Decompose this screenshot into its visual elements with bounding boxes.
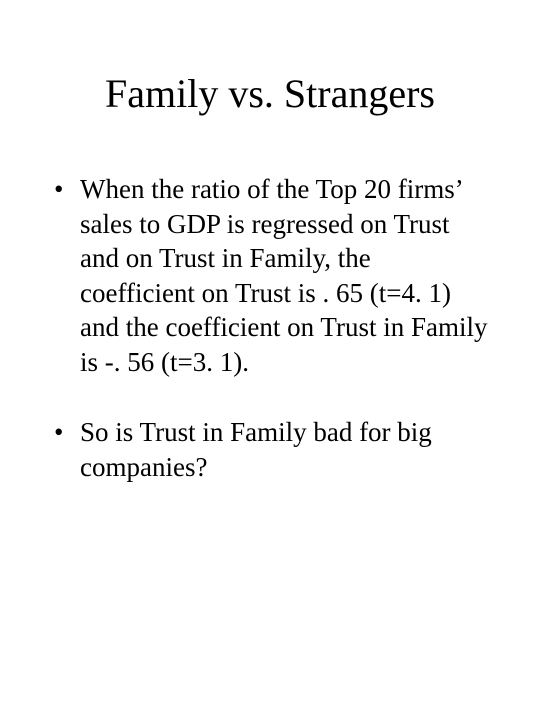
bullet-item: So is Trust in Family bad for big compan…	[48, 415, 492, 484]
bullet-item: When the ratio of the Top 20 firms’ sale…	[48, 172, 492, 379]
bullet-list: When the ratio of the Top 20 firms’ sale…	[48, 172, 492, 484]
slide-title: Family vs. Strangers	[48, 72, 492, 116]
